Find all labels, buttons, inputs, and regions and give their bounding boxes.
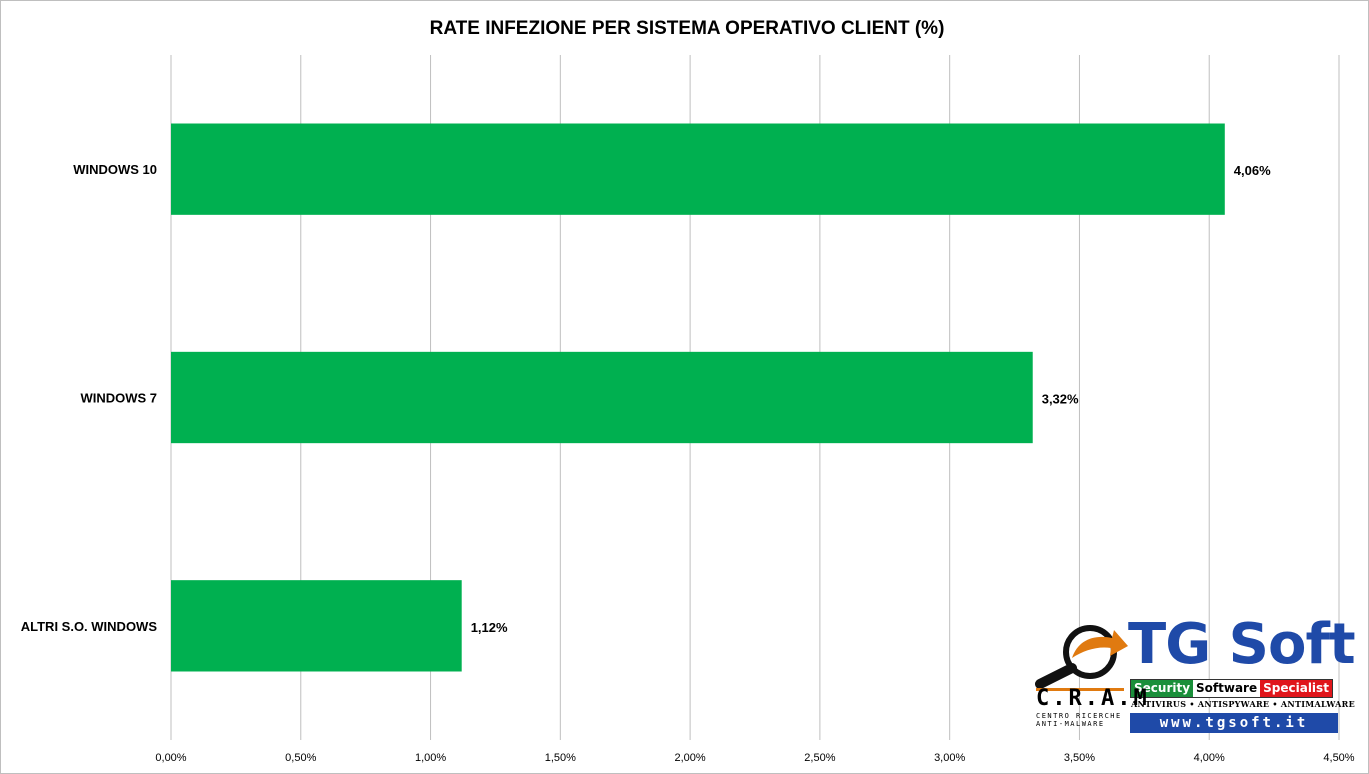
logo-slogan-specialist: Specialist	[1260, 680, 1332, 697]
x-tick-label: 2,00%	[675, 752, 706, 764]
logo-cram-text: C.R.A.M	[1036, 686, 1150, 711]
x-tick-label: 3,50%	[1064, 752, 1095, 764]
chart-title: RATE INFEZIONE PER SISTEMA OPERATIVO CLI…	[430, 18, 945, 39]
data-label: 4,06%	[1234, 163, 1271, 178]
logo-website: www.tgsoft.it	[1130, 713, 1338, 733]
x-tick-label: 0,00%	[155, 752, 186, 764]
logo-slogan-security: Security	[1131, 680, 1194, 697]
category-label: ALTRI S.O. WINDOWS	[21, 619, 158, 634]
logo-cram-bar	[1036, 688, 1124, 691]
x-tick-label: 1,50%	[545, 752, 576, 764]
tgsoft-logo: TG Soft Security Software Specialist ANT…	[1032, 612, 1356, 736]
category-label: WINDOWS 7	[80, 391, 157, 406]
data-label: 1,12%	[471, 620, 508, 635]
bar	[171, 123, 1225, 215]
x-tick-label: 1,00%	[415, 752, 446, 764]
x-tick-label: 2,50%	[804, 752, 835, 764]
bar	[171, 351, 1033, 444]
bar	[171, 580, 462, 672]
category-label: WINDOWS 10	[73, 162, 157, 177]
x-tick-label: 4,00%	[1194, 752, 1225, 764]
logo-tagline: ANTIVIRUS • ANTISPYWARE • ANTIMALWARE	[1131, 699, 1355, 709]
bars: WINDOWS 10 4,06% WINDOWS 7 3,32% ALTRI S.O. …	[21, 123, 1271, 672]
x-axis: 0,00% 0,50% 1,00% 1,50% 2,00% 2,50% 3,00% 3,50%…	[155, 752, 1354, 764]
logo-slogan-strip: Security Software Specialist	[1130, 679, 1333, 698]
x-tick-label: 3,00%	[934, 752, 965, 764]
magnifier-arrow-icon	[1035, 625, 1128, 689]
x-tick-label: 0,50%	[285, 752, 316, 764]
x-tick-label: 4,50%	[1323, 752, 1354, 764]
logo-cram-subtitle: CENTRO RICERCHE ANTI-MALWARE	[1036, 712, 1122, 728]
logo-brand-text: TG Soft	[1128, 612, 1356, 677]
logo-slogan-software: Software	[1193, 680, 1261, 697]
data-label: 3,32%	[1042, 392, 1079, 407]
